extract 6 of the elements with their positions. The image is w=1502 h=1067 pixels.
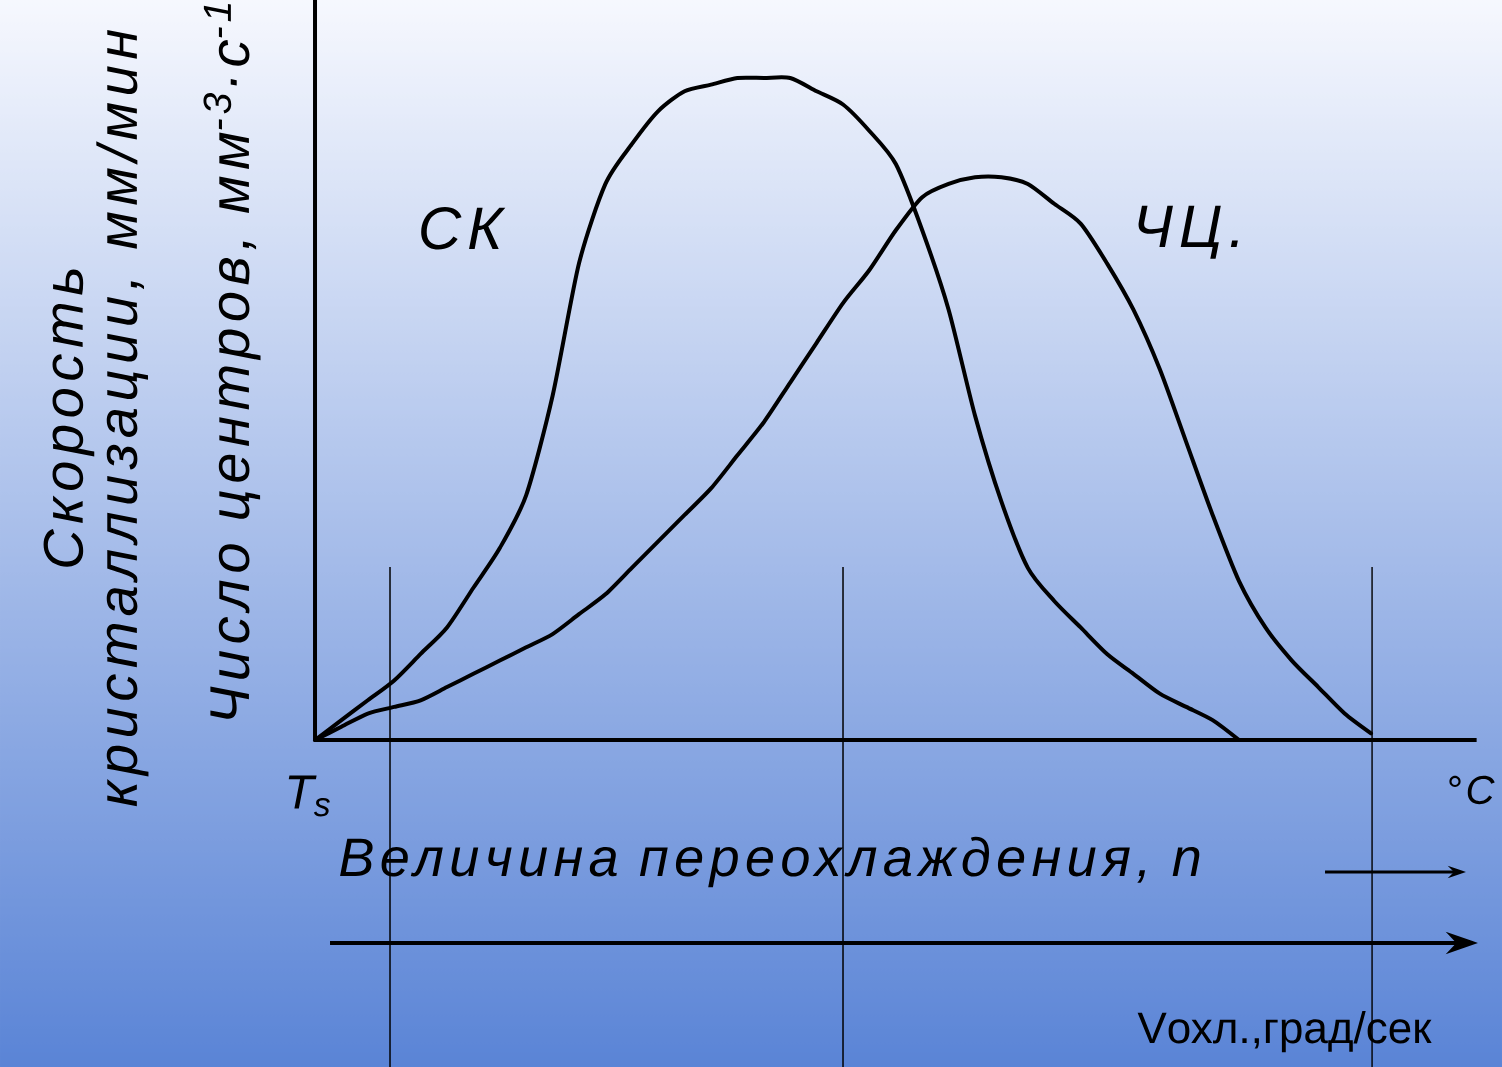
text: °C	[1449, 775, 1495, 805]
text: T$_{s}$	[288, 775, 330, 817]
y-axis-title: Скорость кристаллизации, мм/мин	[43, 29, 149, 807]
text: Число центров, мм$^{-3}$·с$^{-1}$	[203, 3, 261, 719]
series-label: СК	[421, 207, 506, 250]
series-label: ЧЦ.	[1138, 205, 1238, 259]
